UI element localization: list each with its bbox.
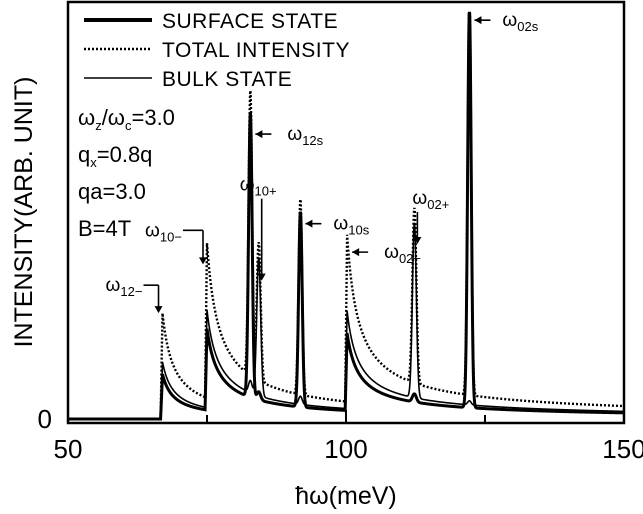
x-axis-title: ħω(meV) xyxy=(295,482,396,510)
peak-arrow-head xyxy=(154,306,163,314)
peak-label-subscript: 02− xyxy=(399,251,421,266)
parameters: ωz/ωc=3.0 qx=0.8q qa=3.0 B=4T xyxy=(78,105,175,241)
peak-label-omega: ω xyxy=(240,175,255,196)
y-tick-zero-label: 0 xyxy=(38,404,52,434)
peak-label-subscript: 02+ xyxy=(427,197,449,212)
peak-annotation-10s: ω10s xyxy=(305,214,370,238)
peak-annotation-02plus: ω02+ xyxy=(412,188,449,244)
peak-label-subscript: 02s xyxy=(517,19,538,34)
peak-label-subscript: 10− xyxy=(160,229,182,244)
x-tick-label-150: 150 xyxy=(602,434,643,464)
legend-label-surface: SURFACE STATE xyxy=(162,10,338,33)
peak-label: ω12− xyxy=(106,275,143,299)
peak-arrow-head xyxy=(474,16,482,25)
peak-label-subscript: 12s xyxy=(302,133,323,148)
peak-label-omega: ω xyxy=(145,220,160,241)
peak-arrow-head xyxy=(413,236,422,244)
peak-annotation-12minus: ω12− xyxy=(106,275,163,314)
peak-label: ω02s xyxy=(502,10,538,34)
param-wavevector-sub: x xyxy=(90,155,97,170)
param-frequency-ratio-sub1: z xyxy=(95,118,102,133)
x-tick-label-100: 100 xyxy=(324,434,367,464)
peak-arrow-head xyxy=(255,130,263,139)
peak-arrow-head xyxy=(199,257,207,265)
param-frequency-ratio-base: ω xyxy=(78,105,95,130)
peak-label-subscript: 12− xyxy=(120,284,142,299)
param-frequency-ratio-value: =3.0 xyxy=(131,105,174,130)
param-frequency-ratio-mid: /ω xyxy=(102,105,125,130)
legend: SURFACE STATE TOTAL INTENSITY BULK STATE xyxy=(84,10,350,91)
peak-label-omega: ω xyxy=(502,10,517,31)
legend-label-total: TOTAL INTENSITY xyxy=(162,39,350,62)
x-ticks xyxy=(67,410,625,423)
peak-annotation-02minus: ω02− xyxy=(352,242,421,266)
peak-arrow-head xyxy=(352,248,360,257)
peak-label: ω10s xyxy=(333,214,369,238)
peak-annotation-02s: ω02s xyxy=(474,10,539,34)
peak-label-subscript: 10s xyxy=(348,223,369,238)
param-qa: qa=3.0 xyxy=(78,179,146,204)
param-wavevector-value: =0.8q xyxy=(97,142,153,167)
peak-annotation-10plus: ω10+ xyxy=(240,175,277,281)
param-frequency-ratio: ωz/ωc=3.0 xyxy=(78,105,175,133)
peak-label-subscript: 10+ xyxy=(255,184,277,199)
peak-label-omega: ω xyxy=(333,214,348,235)
peak-label: ω02− xyxy=(384,242,421,266)
peak-arrow-head xyxy=(257,273,266,281)
peak-annotation-12s: ω12s xyxy=(255,124,324,148)
param-wavevector-base: q xyxy=(78,142,90,167)
peak-label-omega: ω xyxy=(412,188,427,209)
x-tick-label-50: 50 xyxy=(54,434,83,464)
peak-label-omega: ω xyxy=(384,242,399,263)
peak-label-omega: ω xyxy=(106,275,121,296)
peak-annotation-10minus: ω10− xyxy=(145,220,207,265)
peak-label: ω10− xyxy=(145,220,182,244)
param-frequency-ratio-sub2: c xyxy=(125,118,132,133)
peak-label-omega: ω xyxy=(287,124,302,145)
param-wavevector: qx=0.8q xyxy=(78,142,152,170)
peak-label: ω02+ xyxy=(412,188,449,212)
peak-label: ω10+ xyxy=(240,175,277,199)
legend-label-bulk: BULK STATE xyxy=(162,68,292,91)
param-field: B=4T xyxy=(78,216,131,241)
peak-label: ω12s xyxy=(287,124,323,148)
peak-arrow-head xyxy=(305,219,313,228)
y-axis-title: INTENSITY(ARB. UNIT) xyxy=(10,77,38,348)
curve-surface-state xyxy=(68,11,624,421)
curves xyxy=(68,10,624,421)
